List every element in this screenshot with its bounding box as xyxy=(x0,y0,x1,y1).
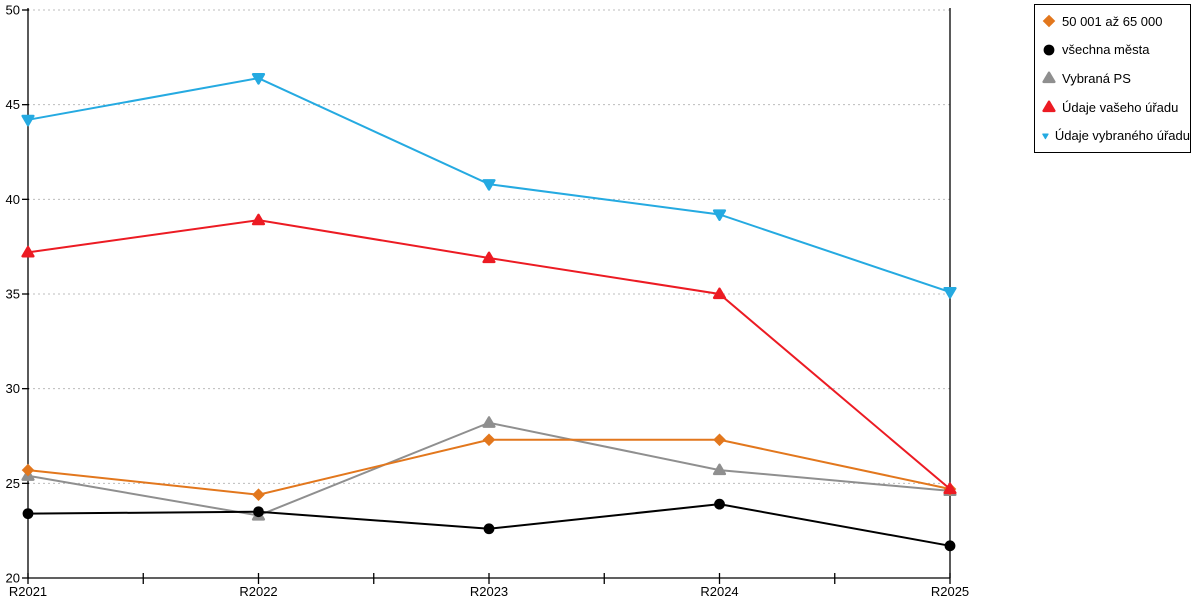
diamond-icon xyxy=(713,433,726,447)
x-tick-label: R2022 xyxy=(239,584,277,599)
series-4 xyxy=(21,73,957,299)
triangle-up-icon xyxy=(482,251,496,264)
triangle-down-icon xyxy=(482,179,496,191)
diamond-icon xyxy=(1042,14,1056,28)
triangle-down-icon xyxy=(712,209,727,221)
y-tick-label: 25 xyxy=(6,476,20,491)
triangle-up-icon xyxy=(1042,100,1056,113)
triangle-down-icon xyxy=(1042,133,1049,139)
diamond-icon xyxy=(21,463,35,477)
y-tick-label: 20 xyxy=(6,571,20,586)
series-2 xyxy=(21,416,957,521)
legend-item-2[interactable]: Vybraná PS xyxy=(1042,64,1190,92)
diamond-icon xyxy=(482,433,496,447)
x-tick-label: R2025 xyxy=(931,584,969,599)
triangle-up-icon xyxy=(251,213,266,226)
triangle-down-icon xyxy=(1042,133,1049,139)
legend-item-0[interactable]: 50 001 až 65 000 xyxy=(1042,7,1190,35)
triangle-up-icon xyxy=(1042,71,1056,84)
x-tick-label: R2024 xyxy=(700,584,738,599)
legend-item-3[interactable]: Údaje vašeho úřadu xyxy=(1042,93,1190,121)
triangle-up-icon xyxy=(712,287,727,300)
chart-legend: 50 001 až 65 000 všechna města Vybraná PS Ú… xyxy=(1034,4,1191,153)
circle-icon xyxy=(714,498,725,510)
triangle-up-icon xyxy=(712,463,727,476)
x-tick-label: R2021 xyxy=(9,584,47,599)
y-tick-label: 50 xyxy=(6,3,20,18)
circle-icon xyxy=(944,540,956,552)
legend-label: všechna města xyxy=(1062,42,1150,58)
triangle-up-icon xyxy=(21,245,35,258)
series-line xyxy=(27,438,951,496)
triangle-up-icon xyxy=(1042,71,1056,84)
triangle-down-icon xyxy=(251,73,266,85)
triangle-down-icon xyxy=(21,114,35,127)
legend-item-4[interactable]: Údaje vybraného úřadu xyxy=(1042,122,1190,150)
circle-icon xyxy=(253,506,264,518)
legend-label: Údaje vašeho úřadu xyxy=(1062,99,1179,115)
triangle-up-icon xyxy=(482,416,496,428)
y-tick-label: 45 xyxy=(6,97,20,112)
legend-label: Údaje vybraného úřadu xyxy=(1054,128,1190,144)
legend-item-1[interactable]: všechna města xyxy=(1042,36,1190,64)
triangle-down-icon xyxy=(943,287,957,299)
diamond-icon xyxy=(1042,14,1056,28)
legend-label: 50 001 až 65 000 xyxy=(1062,13,1163,29)
circle-icon xyxy=(1043,44,1055,56)
diamond-icon xyxy=(252,488,265,501)
series-0 xyxy=(21,433,957,501)
y-tick-label: 30 xyxy=(6,381,20,396)
series-1 xyxy=(22,498,956,552)
triangle-up-icon xyxy=(943,482,957,495)
circle-icon xyxy=(22,508,34,520)
y-tick-label: 35 xyxy=(6,287,20,302)
circle-icon xyxy=(1043,44,1055,56)
y-tick-label: 40 xyxy=(6,192,20,207)
y-gridlines xyxy=(28,9,950,484)
legend-label: Vybraná PS xyxy=(1062,70,1131,86)
series-3 xyxy=(21,213,957,495)
circle-icon xyxy=(483,523,495,535)
x-tick-label: R2023 xyxy=(470,584,508,599)
triangle-up-icon xyxy=(1042,100,1056,113)
axes: 20 25 30 35 40 45 50 R2021 R2022 R2023 R2024 R2025 xyxy=(6,3,970,600)
